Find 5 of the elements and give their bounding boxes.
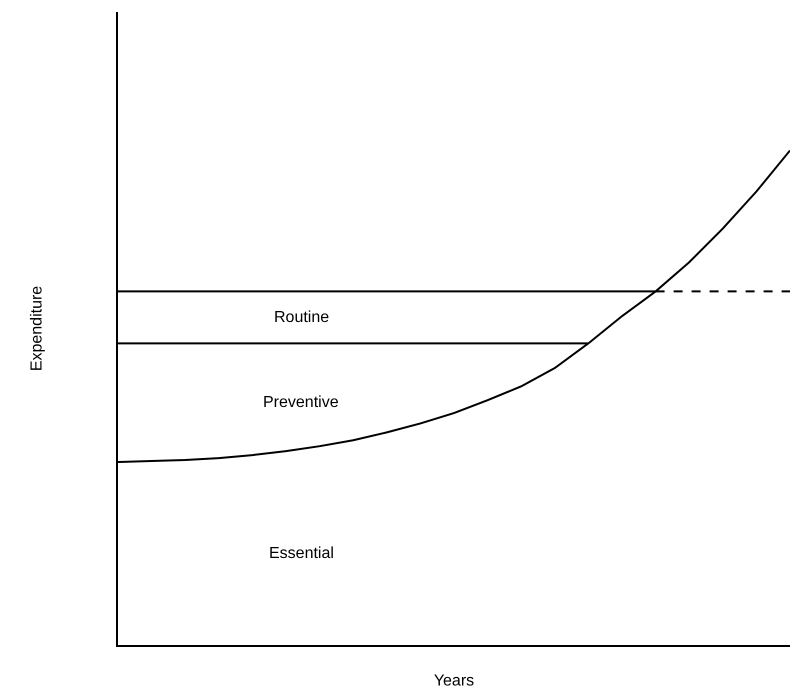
y-axis-title: Expenditure — [28, 286, 46, 372]
annotation: Preventive — [263, 394, 339, 411]
annotation: Essential — [269, 545, 334, 562]
x-axis-title: Years — [434, 672, 474, 690]
annotation: Routine — [274, 309, 330, 326]
